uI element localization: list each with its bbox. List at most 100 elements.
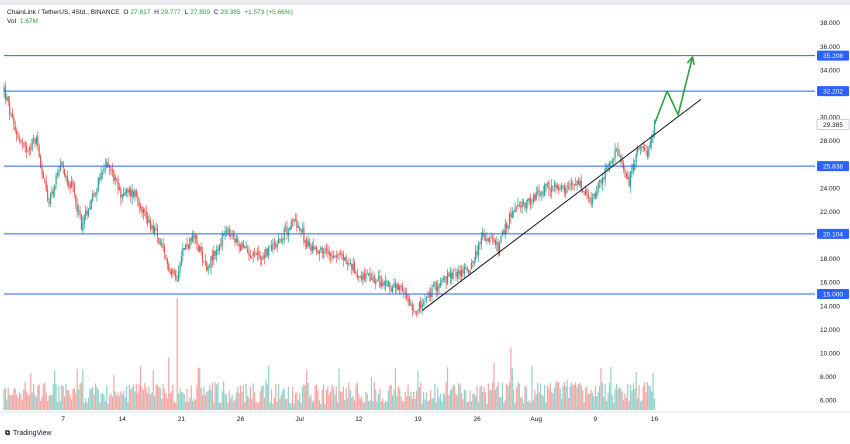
volume-bar bbox=[11, 394, 14, 410]
volume-bar bbox=[93, 394, 95, 410]
volume-bar bbox=[335, 386, 337, 410]
candle-body bbox=[121, 194, 123, 197]
tradingview-brand[interactable]: ⧉ TradingView bbox=[5, 430, 52, 438]
candle-body bbox=[365, 273, 367, 281]
volume-bar bbox=[139, 366, 142, 410]
volume-bar bbox=[245, 383, 247, 410]
volume-bar bbox=[472, 393, 474, 410]
volume-bar bbox=[365, 391, 367, 410]
volume-legend[interactable]: Vol 1.67M bbox=[7, 18, 40, 25]
volume-bar bbox=[210, 389, 212, 410]
candle-body bbox=[579, 181, 581, 186]
candle-body bbox=[20, 139, 22, 141]
candle-body bbox=[42, 172, 45, 179]
candle-body bbox=[489, 238, 491, 243]
volume-bar bbox=[325, 389, 328, 410]
volume-bar bbox=[572, 385, 574, 410]
candle-body bbox=[144, 210, 146, 212]
candle-body bbox=[63, 169, 66, 176]
candle-body bbox=[653, 124, 656, 134]
volume-bar bbox=[566, 380, 568, 410]
volume-bar bbox=[477, 402, 480, 410]
candle-body bbox=[72, 181, 74, 186]
volume-bar bbox=[628, 400, 630, 410]
candle-body bbox=[535, 192, 537, 200]
volume-bar bbox=[83, 402, 85, 410]
candle-body bbox=[82, 223, 84, 231]
candle-body bbox=[83, 215, 85, 224]
volume-bar bbox=[413, 391, 415, 410]
volume-bar bbox=[596, 396, 598, 410]
candle-body bbox=[577, 180, 580, 185]
candle-body bbox=[192, 234, 194, 242]
candle-body bbox=[373, 275, 375, 283]
candle-body bbox=[591, 197, 594, 204]
candle-body bbox=[106, 162, 108, 168]
candle-body bbox=[477, 243, 480, 256]
candle-body bbox=[389, 282, 391, 288]
candle-body bbox=[620, 155, 622, 158]
volume-bar bbox=[266, 384, 268, 410]
volume-bar bbox=[627, 383, 629, 410]
volume-bar bbox=[55, 384, 57, 410]
volume-bar bbox=[629, 384, 632, 410]
candle-body bbox=[422, 303, 425, 304]
volume-bar bbox=[270, 389, 273, 410]
close-label: C bbox=[213, 9, 219, 16]
candle-body bbox=[131, 190, 133, 198]
candle-body bbox=[304, 240, 306, 244]
candle-body bbox=[210, 256, 212, 269]
volume-bar bbox=[37, 385, 39, 410]
volume-bar bbox=[145, 387, 147, 410]
volume-bar bbox=[239, 385, 242, 410]
volume-bar bbox=[624, 393, 626, 410]
volume-bar bbox=[168, 357, 170, 410]
candle-body bbox=[73, 184, 75, 193]
candle-body bbox=[272, 244, 274, 250]
volume-bar bbox=[380, 401, 382, 410]
volume-bar bbox=[559, 388, 561, 410]
candle-body bbox=[216, 250, 218, 256]
volume-bar bbox=[490, 389, 492, 410]
volume-bar bbox=[449, 390, 451, 410]
candle-body bbox=[362, 272, 364, 281]
candle-body bbox=[249, 255, 251, 258]
candle-body bbox=[204, 260, 206, 263]
volume-bar bbox=[456, 395, 458, 410]
candle-body bbox=[434, 282, 436, 284]
symbol-legend[interactable]: ChainLink / TetherUS, 4Std., BINANCE O 27… bbox=[7, 9, 295, 16]
volume-bar bbox=[94, 383, 97, 410]
volume-bar bbox=[453, 385, 456, 410]
volume-bar bbox=[466, 401, 468, 410]
volume-bar bbox=[204, 395, 206, 410]
candle-body bbox=[163, 247, 166, 254]
candle-body bbox=[546, 182, 549, 183]
candle-body bbox=[507, 225, 509, 229]
candle-body bbox=[9, 102, 11, 114]
candle-body bbox=[232, 233, 235, 237]
candle-body bbox=[173, 271, 175, 273]
candle-body bbox=[331, 255, 333, 259]
volume-bar bbox=[40, 401, 42, 410]
volume-bar bbox=[542, 396, 544, 410]
candle-body bbox=[203, 262, 205, 264]
volume-bar bbox=[323, 384, 325, 410]
candle-body bbox=[245, 247, 247, 249]
candle-body bbox=[58, 170, 60, 176]
volume-bar bbox=[359, 398, 361, 410]
volume-bar bbox=[563, 382, 565, 410]
volume-bar bbox=[16, 394, 18, 410]
volume-bar bbox=[220, 402, 222, 410]
volume-bar bbox=[593, 396, 595, 410]
candle-body bbox=[93, 193, 95, 195]
symbol-title: ChainLink / TetherUS, 4Std., BINANCE bbox=[7, 9, 120, 16]
volume-bar bbox=[134, 390, 136, 410]
volume-bar bbox=[431, 398, 433, 410]
volume-bar bbox=[261, 386, 263, 410]
brand-name: TradingView bbox=[13, 430, 52, 437]
candle-body bbox=[446, 273, 449, 285]
candle-body bbox=[206, 262, 208, 271]
y-tick-label: 14.000 bbox=[820, 303, 840, 310]
